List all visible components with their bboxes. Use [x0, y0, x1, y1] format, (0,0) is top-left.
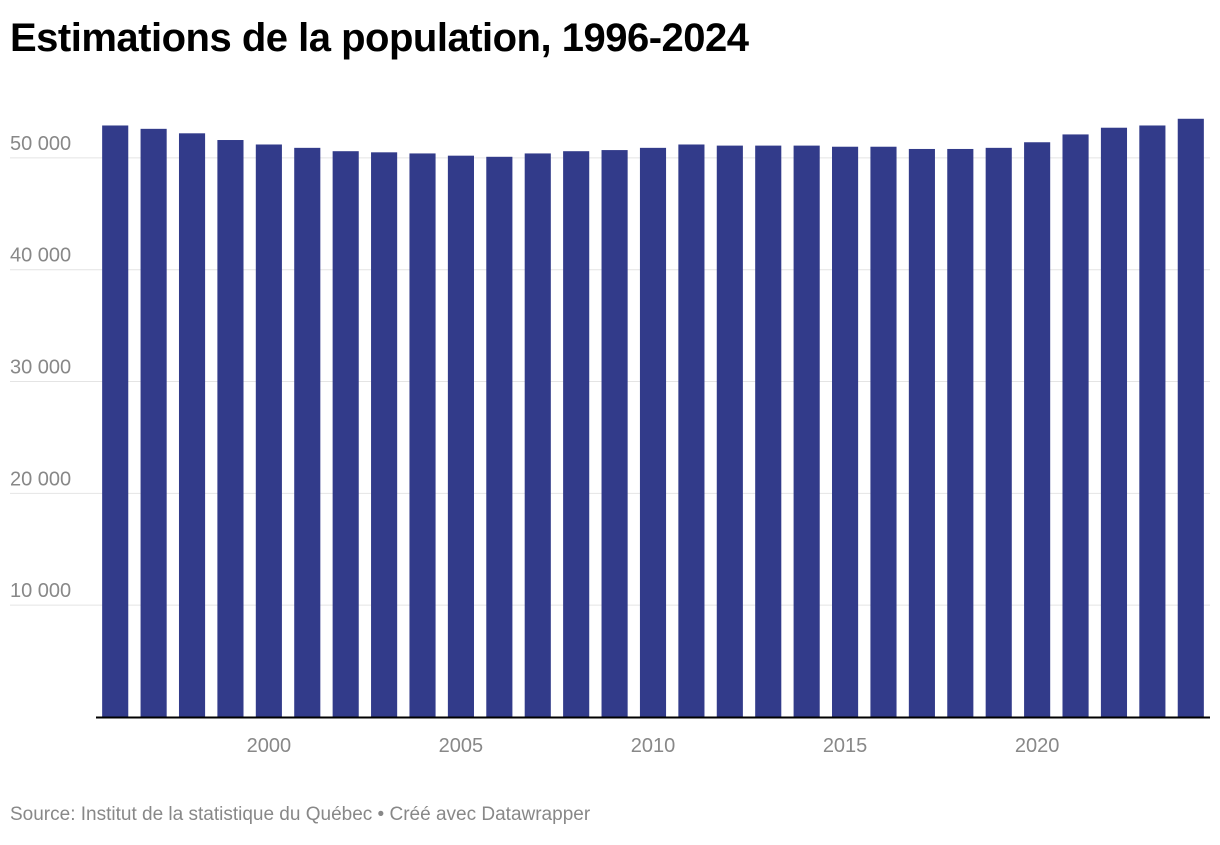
bar-2002	[332, 151, 359, 717]
bar-2018	[947, 148, 974, 718]
chart-title: Estimations de la population, 1996-2024	[10, 16, 749, 60]
bar-2019	[985, 147, 1012, 717]
bar-2000	[255, 144, 282, 717]
bars	[102, 118, 1204, 718]
bar-2009	[601, 150, 628, 718]
bar-2016	[870, 146, 897, 717]
bar-2024	[1177, 118, 1204, 718]
bar-1996	[102, 125, 129, 718]
y-tick-label: 20 000	[10, 468, 71, 490]
bar-2023	[1139, 125, 1166, 718]
x-tick-label: 2010	[631, 735, 676, 757]
bar-2001	[294, 147, 321, 717]
bar-2008	[563, 151, 590, 717]
x-axis-ticks: 2000 2005 2010 2015 2020	[247, 735, 1060, 757]
bar-2004	[409, 153, 436, 717]
bar-2014	[793, 145, 820, 718]
y-tick-label: 40 000	[10, 245, 71, 267]
y-tick-label: 50 000	[10, 133, 71, 155]
bar-2010	[639, 147, 667, 717]
bar-2006	[486, 156, 513, 718]
bar-2020	[1024, 142, 1051, 718]
y-tick-label: 30 000	[10, 357, 71, 379]
bar-2012	[716, 145, 743, 718]
y-tick-label: 10 000	[10, 580, 71, 602]
bar-2022	[1100, 127, 1128, 717]
bar-1997	[140, 128, 167, 717]
bar-2017	[908, 148, 935, 718]
bar-1999	[217, 140, 244, 717]
bar-2013	[755, 145, 782, 718]
footer-source: Source: Institut de la statistique du Qu…	[10, 804, 590, 826]
x-tick-label: 2000	[247, 735, 292, 757]
bar-1998	[178, 133, 206, 718]
credit-link[interactable]: Créé avec Datawrapper	[389, 804, 591, 825]
bar-2005	[447, 155, 474, 717]
footer-separator: •	[372, 804, 390, 825]
bar-2007	[524, 153, 551, 717]
x-tick-label: 2020	[1015, 735, 1060, 757]
bar-2003	[371, 152, 398, 717]
bar-2015	[832, 146, 859, 717]
bar-2021	[1062, 134, 1089, 718]
x-tick-label: 2005	[439, 735, 484, 757]
source-text: Source: Institut de la statistique du Qu…	[10, 804, 373, 825]
bar-2011	[678, 144, 705, 717]
y-axis-ticks: 10 000 20 000 30 000 40 000 50 000	[10, 133, 71, 602]
x-tick-label: 2015	[823, 735, 868, 757]
